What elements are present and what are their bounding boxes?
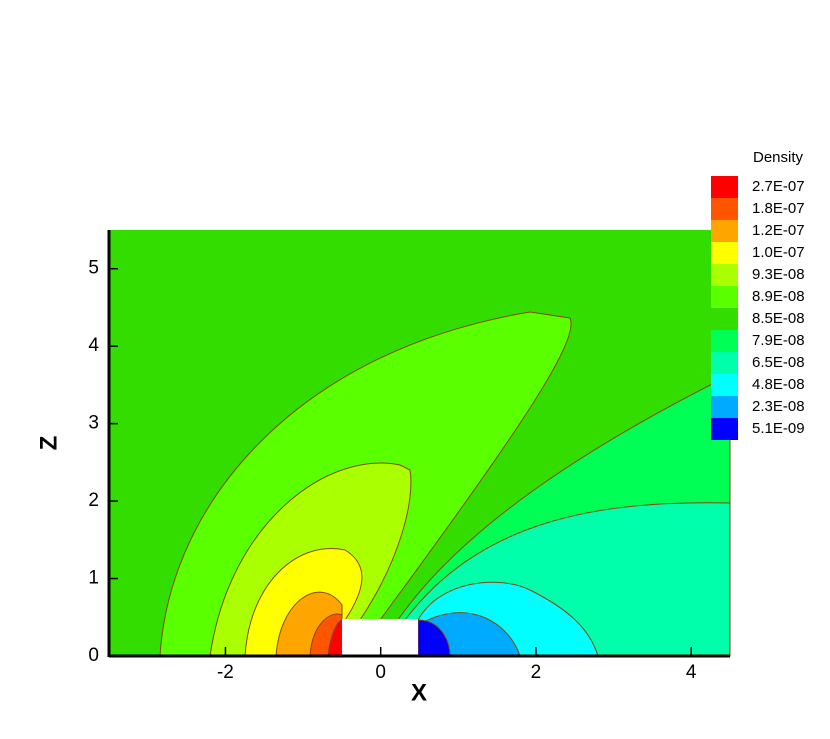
legend-swatch xyxy=(711,374,738,396)
legend-label: 9.3E-08 xyxy=(752,266,805,283)
legend-swatch xyxy=(711,264,738,286)
x-tick-label: 0 xyxy=(375,662,386,683)
legend-swatch xyxy=(711,418,738,440)
plot-area xyxy=(109,230,731,657)
legend-label: 2.3E-08 xyxy=(752,398,805,415)
legend-label: 1.2E-07 xyxy=(752,222,805,239)
legend-swatch xyxy=(711,330,738,352)
legend-swatch xyxy=(711,198,738,220)
legend-label: 2.7E-07 xyxy=(752,178,805,195)
legend-label: 8.9E-08 xyxy=(752,288,805,305)
legend-swatch xyxy=(711,308,738,330)
legend-swatch xyxy=(711,220,738,242)
x-tick-label: 2 xyxy=(531,662,542,683)
x-tick-label: 4 xyxy=(686,662,697,683)
legend-swatch xyxy=(711,352,738,374)
legend-label: 8.5E-08 xyxy=(752,310,805,327)
legend-label: 7.9E-08 xyxy=(752,332,805,349)
x-axis-label: X xyxy=(411,679,427,706)
legend-label: 5.1E-09 xyxy=(752,420,805,437)
y-tick-label: 0 xyxy=(88,645,99,666)
legend-label: 6.5E-08 xyxy=(752,354,805,371)
x-tick-label: -2 xyxy=(217,662,234,683)
y-tick-label: 1 xyxy=(88,568,99,589)
legend-swatch xyxy=(711,286,738,308)
y-tick-label: 4 xyxy=(88,335,99,356)
y-axis-label: Z xyxy=(35,436,62,451)
legend-swatch xyxy=(711,242,738,264)
legend-swatch xyxy=(711,396,738,418)
y-tick-label: 2 xyxy=(88,490,99,511)
legend-label: 1.0E-07 xyxy=(752,244,805,261)
legend-label: 1.8E-07 xyxy=(752,200,805,217)
legend-label: 4.8E-08 xyxy=(752,376,805,393)
legend-title: Density xyxy=(753,149,804,166)
legend-swatch xyxy=(711,176,738,198)
y-tick-label: 5 xyxy=(88,258,99,279)
y-tick-label: 3 xyxy=(88,413,99,434)
